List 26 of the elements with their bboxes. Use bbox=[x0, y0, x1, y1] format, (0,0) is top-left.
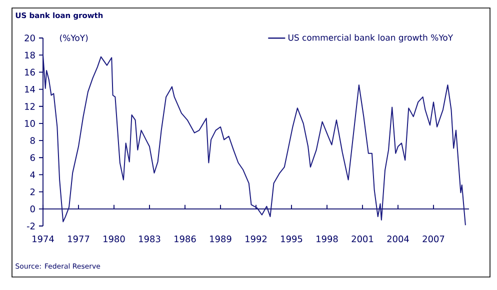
x-tick-label: 1995 bbox=[281, 236, 302, 242]
y-tick-label: 0 bbox=[30, 206, 35, 212]
y-tick-label: -2 bbox=[26, 222, 35, 230]
x-tick-label: 2004 bbox=[387, 236, 409, 242]
y-tick-label: 14 bbox=[25, 86, 35, 93]
x-tick-label: 2001 bbox=[352, 236, 374, 242]
y-tick-label: 8 bbox=[30, 137, 35, 144]
x-tick-label: 1992 bbox=[246, 236, 267, 242]
x-tick-label: 1983 bbox=[139, 236, 160, 242]
legend-label: US commercial bank loan growth %YoY bbox=[288, 34, 454, 42]
y-tick-label: 20 bbox=[24, 34, 35, 42]
y-tick-label: 16 bbox=[25, 68, 35, 76]
x-tick-label: 1977 bbox=[68, 236, 90, 242]
x-tick-label: 1989 bbox=[210, 236, 232, 242]
y-tick-label: 2 bbox=[30, 188, 35, 196]
x-tick-label: 1986 bbox=[174, 236, 196, 242]
x-tick-label: 2007 bbox=[422, 236, 444, 242]
y-tick-label: 10 bbox=[25, 120, 35, 127]
y-tick-label: 18 bbox=[25, 52, 35, 58]
y-tick-label: 4 bbox=[30, 171, 35, 178]
x-tick-label: 1998 bbox=[316, 236, 338, 242]
y-axis-title: (%YoY) bbox=[60, 34, 88, 42]
y-tick-label: 12 bbox=[25, 103, 35, 110]
x-tick-label: 1974 bbox=[32, 236, 54, 242]
x-tick-label: 1980 bbox=[104, 236, 125, 242]
y-tick-label: 6 bbox=[30, 154, 35, 162]
